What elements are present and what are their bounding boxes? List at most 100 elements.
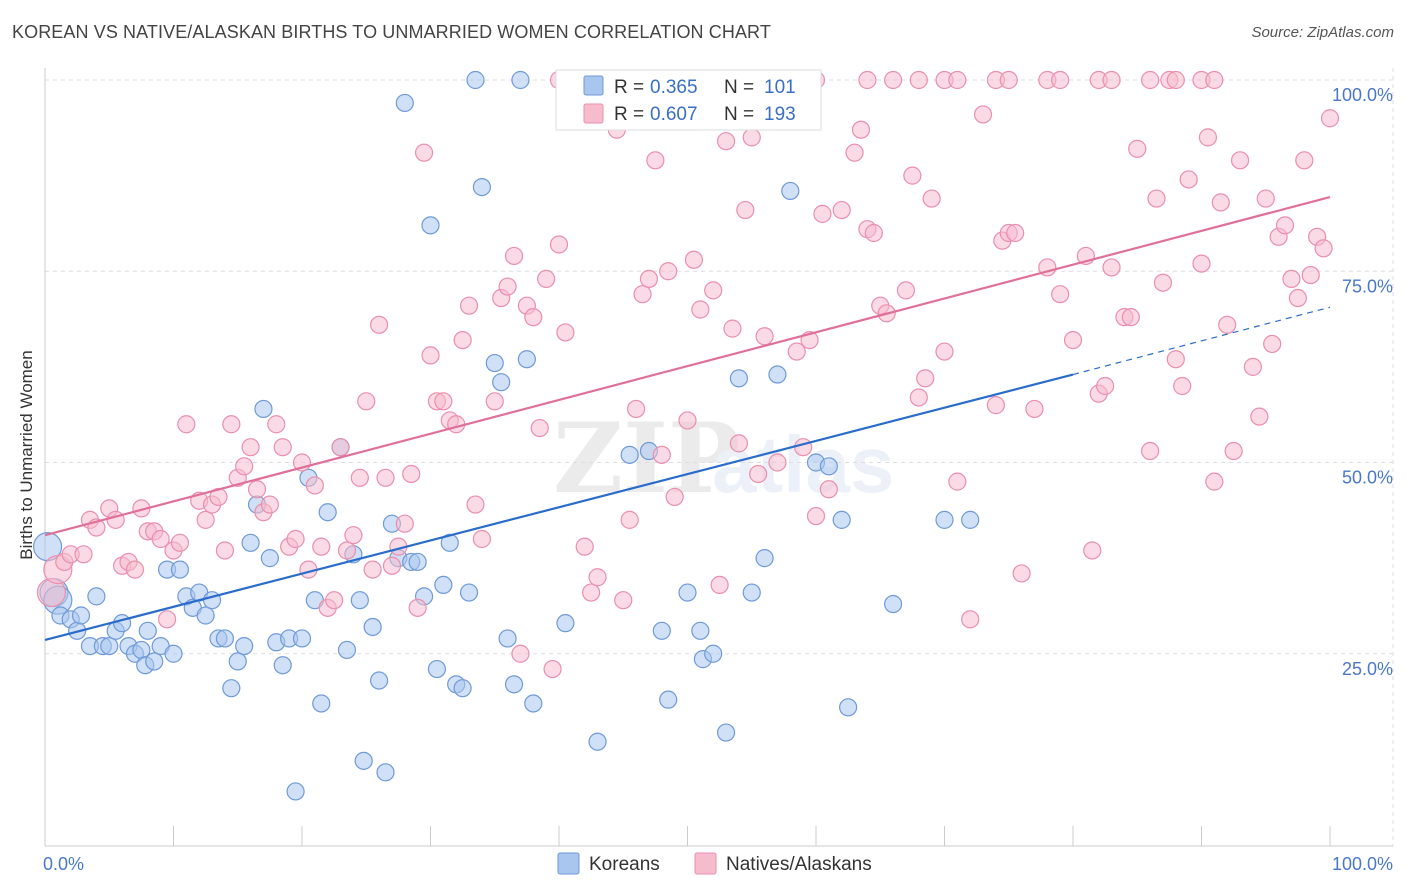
- native-point: [241, 438, 260, 457]
- native-point: [434, 392, 453, 411]
- chart-title: KOREAN VS NATIVE/ALASKAN BIRTHS TO UNMAR…: [12, 22, 771, 42]
- y-tick-label: 25.0%: [1342, 659, 1393, 679]
- native-point: [948, 70, 967, 90]
- svg-text:atlas: atlas: [712, 420, 894, 509]
- korean-point: [241, 533, 260, 552]
- native-point: [659, 262, 678, 281]
- native-point: [215, 541, 234, 560]
- korean-point: [354, 751, 373, 770]
- x-tick-labels: 0.0% 100.0%: [43, 854, 1393, 874]
- native-point: [325, 591, 344, 610]
- korean-point: [71, 606, 91, 625]
- native-point: [652, 445, 671, 464]
- native-point: [1153, 273, 1173, 292]
- native-point: [421, 346, 440, 365]
- legend-korean-swatch: [583, 75, 604, 96]
- korean-point: [215, 629, 234, 648]
- native-point: [1205, 472, 1224, 491]
- native-point: [1102, 70, 1121, 90]
- korean-point: [337, 640, 357, 660]
- korean-point: [395, 93, 414, 113]
- native-point: [1173, 376, 1192, 396]
- native-point: [331, 438, 350, 457]
- korean-point: [459, 583, 479, 602]
- native-point: [447, 415, 466, 434]
- native-point: [286, 529, 305, 549]
- korean-point: [678, 583, 697, 602]
- korean-point: [421, 216, 440, 235]
- korean-point: [453, 679, 472, 698]
- native-point: [453, 331, 472, 350]
- native-point: [1051, 70, 1070, 90]
- native-point: [883, 70, 903, 90]
- native-point: [543, 659, 562, 679]
- korean-point: [742, 583, 761, 602]
- native-point: [614, 591, 633, 610]
- korean-point: [755, 549, 774, 568]
- native-point: [498, 277, 517, 296]
- native-point: [896, 281, 916, 300]
- native-point: [1205, 70, 1224, 90]
- native-point: [549, 235, 569, 254]
- native-point: [260, 495, 279, 514]
- source-label: Source: ZipAtlas.com: [1251, 24, 1394, 41]
- native-point: [1012, 564, 1031, 583]
- native-point: [1006, 223, 1025, 243]
- korean-point: [556, 614, 575, 633]
- korean-point: [492, 373, 511, 392]
- native-point: [414, 143, 434, 162]
- native-point: [504, 246, 524, 266]
- native-trend-line: [44, 195, 1331, 537]
- native-point: [922, 189, 941, 208]
- native-point: [742, 128, 761, 147]
- korean-point: [273, 656, 292, 675]
- native-point: [973, 105, 993, 124]
- korean-trend-line: [44, 373, 1074, 642]
- native-point: [1256, 189, 1275, 208]
- korean-point: [716, 723, 736, 742]
- native-point: [459, 296, 479, 315]
- y-tick-label: 100.0%: [1332, 85, 1393, 105]
- native-point: [305, 476, 324, 495]
- native-point: [170, 533, 190, 552]
- legend-korean-r-label: R =: [614, 77, 644, 98]
- native-point: [395, 514, 414, 533]
- native-point: [858, 70, 877, 90]
- korean-point: [164, 644, 183, 663]
- korean-point: [839, 698, 858, 717]
- native-point: [1179, 170, 1198, 189]
- native-point: [1224, 441, 1243, 461]
- korean-point: [652, 621, 671, 640]
- native-point: [235, 457, 254, 476]
- native-point: [1102, 258, 1121, 277]
- native-point: [363, 560, 382, 579]
- native-point: [370, 315, 389, 334]
- native-point: [588, 568, 607, 587]
- trend-lines: [44, 195, 1331, 642]
- korean-point: [235, 636, 254, 656]
- korean-point: [318, 503, 337, 522]
- native-point: [903, 166, 922, 185]
- native-point: [1282, 269, 1301, 288]
- korean-point: [691, 621, 710, 640]
- native-point: [222, 415, 241, 434]
- korean-point: [704, 644, 723, 663]
- native-point: [575, 537, 594, 556]
- native-point: [1025, 399, 1044, 419]
- korean-point: [524, 694, 543, 713]
- native-point: [755, 327, 774, 346]
- korean-point: [472, 178, 491, 197]
- korean-point: [292, 629, 312, 648]
- native-point: [1166, 70, 1185, 90]
- native-point: [312, 537, 331, 556]
- native-point: [472, 529, 491, 549]
- native-points: [36, 70, 1340, 679]
- native-point: [1250, 407, 1269, 426]
- native-point: [1083, 541, 1102, 560]
- native-point: [704, 281, 723, 300]
- legend-native-n-value: 193: [764, 104, 796, 125]
- native-point: [684, 250, 704, 269]
- korean-point: [659, 690, 678, 709]
- legend-korean-r-value: 0.365: [650, 77, 698, 98]
